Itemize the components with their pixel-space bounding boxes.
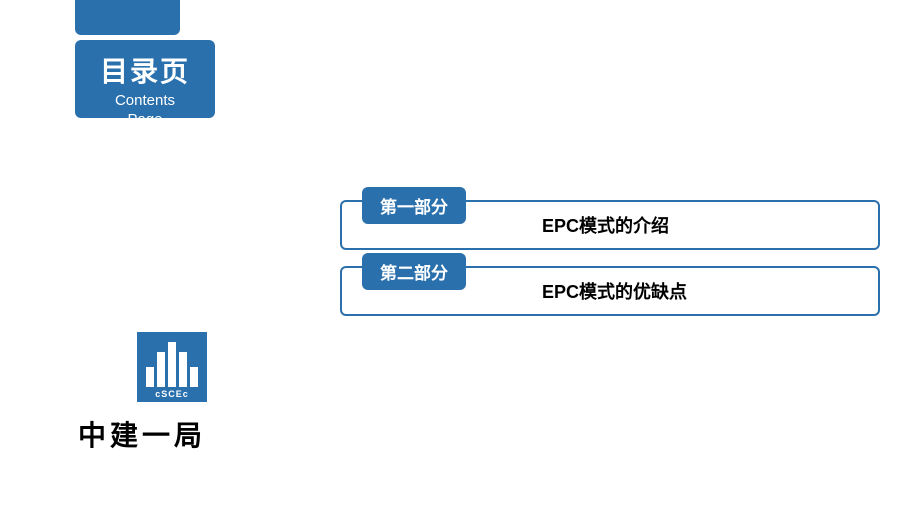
header-top-block (75, 0, 180, 35)
title-block: 目录页 Contents Page (75, 40, 215, 118)
section-2: 第二部分 EPC模式的优缺点 (340, 266, 880, 316)
section-label-1: 第一部分 (362, 187, 466, 224)
logo-bars (146, 347, 198, 387)
section-text-2: EPC模式的优缺点 (542, 278, 687, 304)
logo-icon: cSCEc (137, 332, 207, 402)
section-text-1: EPC模式的介绍 (542, 212, 669, 238)
logo-caption: 中建一局 (78, 414, 206, 454)
section-box-2: 第二部分 EPC模式的优缺点 (340, 266, 880, 316)
section-label-2: 第二部分 (362, 253, 466, 290)
section-box-1: 第一部分 EPC模式的介绍 (340, 200, 880, 250)
logo-area: cSCEc 中建一局 (108, 332, 236, 454)
title-main: 目录页 (75, 50, 215, 90)
title-sub: Contents (75, 92, 215, 109)
logo-abbrev: cSCEc (155, 389, 189, 399)
title-sub2: Page (75, 111, 215, 118)
section-1: 第一部分 EPC模式的介绍 (340, 200, 880, 250)
